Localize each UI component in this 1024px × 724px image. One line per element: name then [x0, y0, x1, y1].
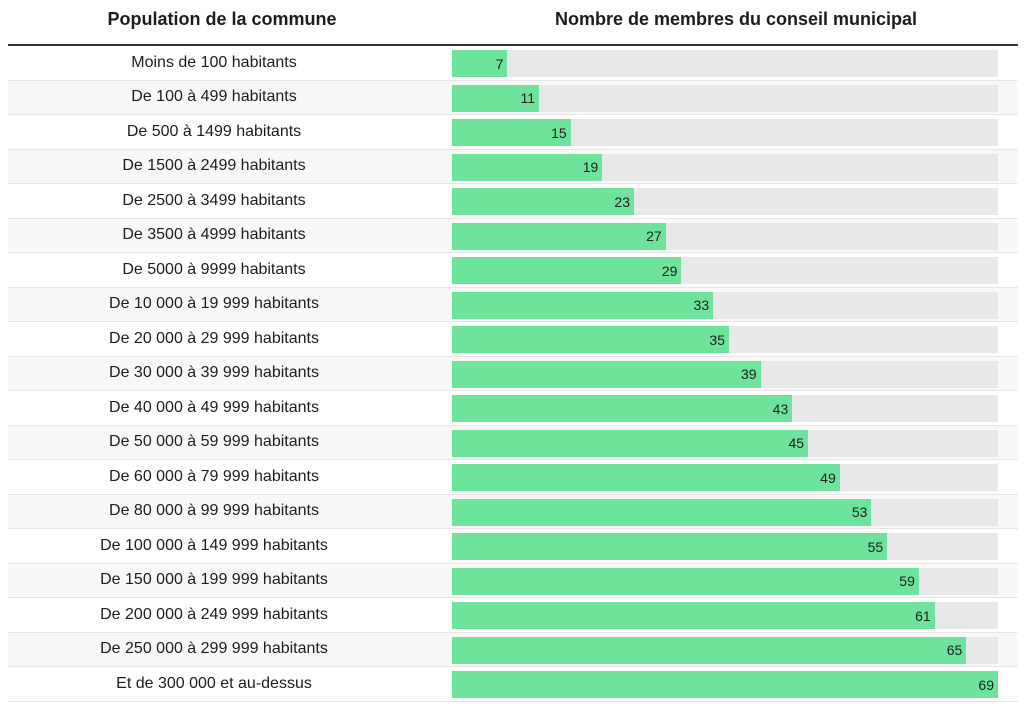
population-label: De 20 000 à 29 999 habitants [109, 329, 319, 347]
bar: 7 [452, 50, 508, 77]
bar-value-label: 55 [867, 538, 884, 555]
bar: 61 [452, 602, 935, 629]
population-label: Moins de 100 habitants [131, 53, 297, 71]
bar-value-label: 35 [709, 331, 725, 348]
bar: 49 [452, 464, 840, 491]
bar-value-label: 15 [551, 124, 567, 141]
bar-track: 29 [452, 257, 998, 284]
table-row: De 80 000 à 99 999 habitants 53 [8, 494, 1018, 529]
bar-track: 61 [452, 602, 998, 629]
table-row: De 30 000 à 39 999 habitants 39 [8, 356, 1018, 391]
bar-value-label: 49 [820, 469, 836, 486]
bar-track: 43 [452, 395, 998, 422]
bar: 19 [452, 153, 603, 181]
bar-value-label: 61 [915, 607, 931, 624]
table-row: De 150 000 à 199 999 habitants 59 [8, 563, 1018, 598]
population-label: De 150 000 à 199 999 habitants [100, 571, 328, 589]
bar-track: 49 [452, 464, 998, 491]
bar-track: 19 [452, 153, 998, 181]
population-label: De 250 000 à 299 999 habitants [100, 640, 328, 658]
bar-value-label: 23 [614, 193, 630, 210]
table-row: Moins de 100 habitants 7 [8, 46, 1018, 81]
bar-track: 55 [452, 533, 998, 560]
population-label: De 30 000 à 39 999 habitants [109, 364, 319, 382]
table-header: Population de la commune Nombre de membr… [8, 0, 1018, 46]
population-label: De 60 000 à 79 999 habitants [109, 467, 319, 485]
population-label: De 2500 à 3499 habitants [122, 191, 306, 209]
table-row: De 1500 à 2499 habitants 19 [8, 149, 1018, 184]
bar-value-label: 59 [899, 573, 915, 589]
bar: 69 [452, 671, 998, 698]
bar-track: 65 [452, 636, 998, 664]
bar-track: 59 [452, 567, 998, 595]
bar-value-label: 53 [851, 504, 868, 520]
bar-track: 45 [452, 429, 998, 457]
bar-track: 23 [452, 188, 998, 215]
chart-rows: Moins de 100 habitants 7 De 100 à 499 habi… [8, 46, 1018, 702]
table-row: De 2500 à 3499 habitants 23 [8, 184, 1018, 219]
table-row: De 50 000 à 59 999 habitants 45 [8, 425, 1018, 460]
population-label: De 80 000 à 99 999 habitants [109, 502, 319, 520]
bar-value-label: 11 [520, 90, 536, 106]
bar: 45 [452, 429, 809, 457]
bar-value-label: 27 [646, 228, 662, 244]
table-row: De 5000 à 9999 habitants 29 [8, 253, 1018, 288]
bar-value-label: 69 [978, 676, 994, 693]
bar-value-label: 43 [772, 400, 789, 417]
bar-track: 7 [452, 50, 998, 77]
council-members-column-header: Nombre de membres du conseil municipal [554, 9, 918, 29]
table-row: De 60 000 à 79 999 habitants 49 [8, 460, 1018, 495]
table-row: De 100 000 à 149 999 habitants 55 [8, 529, 1018, 564]
bar-value-label: 39 [741, 366, 757, 382]
table-row: De 10 000 à 19 999 habitants 33 [8, 287, 1018, 322]
bar-track: 53 [452, 498, 998, 526]
bar: 27 [452, 222, 666, 250]
population-label: Et de 300 000 et au-dessus [116, 674, 312, 692]
table-row: De 250 000 à 299 999 habitants 65 [8, 632, 1018, 667]
bar: 35 [452, 326, 729, 353]
population-label: De 500 à 1499 habitants [126, 122, 302, 140]
bar: 53 [452, 498, 872, 526]
bar: 65 [452, 636, 967, 664]
population-label: De 40 000 à 49 999 habitants [109, 398, 319, 416]
population-label: De 50 000 à 59 999 habitants [109, 433, 319, 451]
bar-track: 15 [452, 119, 998, 146]
population-column-header: Population de la commune [107, 9, 337, 29]
population-label: De 5000 à 9999 habitants [122, 260, 306, 278]
table-row: De 200 000 à 249 999 habitants 61 [8, 598, 1018, 633]
bar: 33 [452, 291, 714, 319]
bar-value-label: 29 [661, 262, 678, 279]
table-row: De 20 000 à 29 999 habitants 35 [8, 322, 1018, 357]
bar-value-label: 45 [788, 435, 805, 451]
bar-value-label: 7 [495, 55, 504, 72]
bar: 23 [452, 188, 634, 215]
bar: 43 [452, 395, 793, 422]
bar-value-label: 19 [582, 159, 599, 175]
population-label: De 100 000 à 149 999 habitants [100, 536, 328, 554]
bar-value-label: 65 [946, 642, 963, 658]
bar-track: 69 [452, 671, 998, 698]
population-label: De 1500 à 2499 habitants [122, 157, 306, 175]
bar: 29 [452, 257, 682, 284]
population-label: De 3500 à 4999 habitants [122, 226, 306, 244]
table-row: De 40 000 à 49 999 habitants 43 [8, 391, 1018, 426]
table-row: De 3500 à 4999 habitants 27 [8, 218, 1018, 253]
bar-value-label: 33 [693, 297, 710, 313]
bar: 11 [452, 84, 540, 112]
bar: 39 [452, 360, 761, 388]
bar: 59 [452, 567, 919, 595]
bar-track: 35 [452, 326, 998, 353]
table-row: Et de 300 000 et au-dessus 69 [8, 667, 1018, 702]
bar-track: 11 [452, 84, 998, 112]
bar: 55 [452, 533, 888, 560]
population-label: De 100 à 499 habitants [131, 88, 297, 106]
bar-track: 27 [452, 222, 998, 250]
bar: 15 [452, 119, 571, 146]
population-label: De 10 000 à 19 999 habitants [109, 295, 319, 313]
table-row: De 100 à 499 habitants 11 [8, 80, 1018, 115]
population-label: De 200 000 à 249 999 habitants [100, 605, 328, 623]
table-row: De 500 à 1499 habitants 15 [8, 115, 1018, 150]
bar-track: 33 [452, 291, 998, 319]
bar-track: 39 [452, 360, 998, 388]
